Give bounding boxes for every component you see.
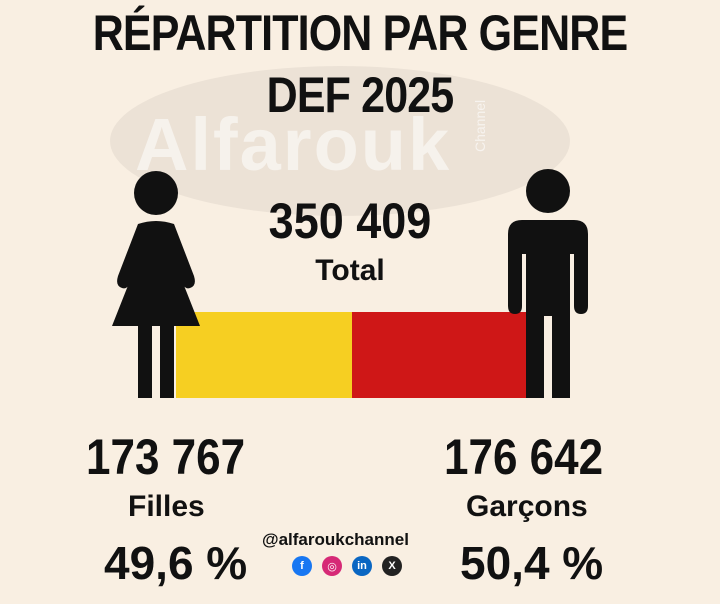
boys-label: Garçons [466,490,588,523]
girls-count: 173 767 [86,429,246,485]
total-label: Total [315,254,385,287]
girls-label: Filles [128,490,205,523]
girls-percent: 49,6 % [104,537,248,589]
bar-segment-filles [176,312,352,398]
instagram-icon[interactable]: ◎ [322,556,342,576]
boys-percent: 50,4 % [460,537,604,589]
facebook-icon[interactable]: f [292,556,312,576]
linkedin-icon[interactable]: in [352,556,372,576]
watermark-text: Alfarouk [135,103,452,186]
female-figure-icon [112,171,200,398]
title-line-1: RÉPARTITION PAR GENRE [92,5,628,61]
boys-count: 176 642 [444,429,604,485]
watermark-ellipse [110,66,570,216]
gender-bar [176,312,530,398]
x-icon[interactable]: X [382,556,402,576]
total-value: 350 409 [268,193,432,249]
social-icons: f ◎ in X [292,556,402,576]
bar-segment-garcons [351,312,530,398]
male-figure-icon [508,169,588,398]
title-line-2: DEF 2025 [266,67,455,123]
social-handle[interactable]: @alfaroukchannel [262,530,409,549]
